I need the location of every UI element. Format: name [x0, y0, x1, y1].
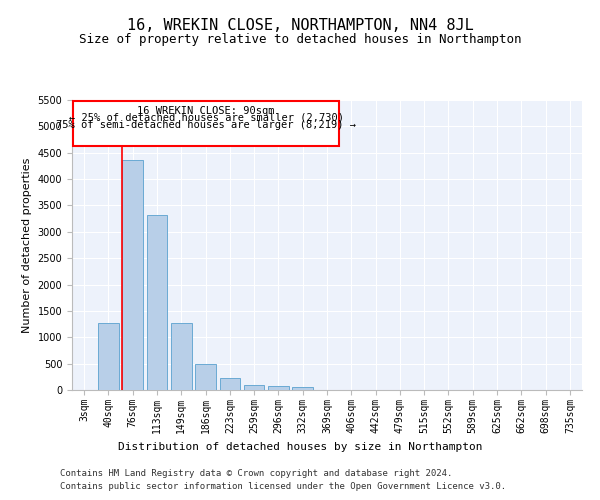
- Bar: [171, 323, 191, 390]
- Bar: [244, 386, 265, 390]
- Text: ← 25% of detached houses are smaller (2,730): ← 25% of detached houses are smaller (2,…: [68, 112, 344, 122]
- Bar: [220, 378, 240, 390]
- Bar: [98, 323, 119, 390]
- Bar: [268, 386, 289, 390]
- Bar: [146, 216, 167, 390]
- Text: 16, WREKIN CLOSE, NORTHAMPTON, NN4 8JL: 16, WREKIN CLOSE, NORTHAMPTON, NN4 8JL: [127, 18, 473, 32]
- Y-axis label: Number of detached properties: Number of detached properties: [22, 158, 32, 332]
- Bar: [195, 364, 216, 390]
- FancyBboxPatch shape: [73, 100, 339, 146]
- Bar: [292, 387, 313, 390]
- Text: 16 WREKIN CLOSE: 90sqm: 16 WREKIN CLOSE: 90sqm: [137, 106, 275, 116]
- Text: Distribution of detached houses by size in Northampton: Distribution of detached houses by size …: [118, 442, 482, 452]
- Text: Size of property relative to detached houses in Northampton: Size of property relative to detached ho…: [79, 32, 521, 46]
- Bar: [122, 160, 143, 390]
- Text: Contains HM Land Registry data © Crown copyright and database right 2024.: Contains HM Land Registry data © Crown c…: [60, 468, 452, 477]
- Text: Contains public sector information licensed under the Open Government Licence v3: Contains public sector information licen…: [60, 482, 506, 491]
- Text: 75% of semi-detached houses are larger (8,219) →: 75% of semi-detached houses are larger (…: [56, 120, 356, 130]
